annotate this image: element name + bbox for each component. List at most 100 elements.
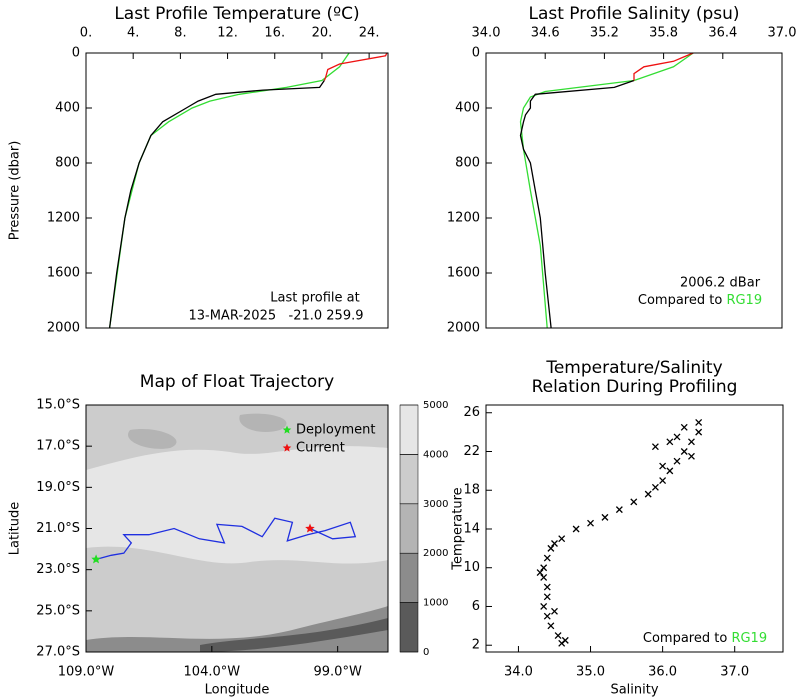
x-tick-label: 99.0°W — [314, 665, 362, 680]
chart-title: Temperature/Salinity — [545, 358, 722, 378]
scatter-point — [536, 569, 544, 577]
scatter-point — [659, 462, 667, 470]
colorbar-tick-label: 0 — [423, 647, 429, 658]
y-tick-label: 2000 — [447, 321, 480, 336]
scatter-point — [651, 443, 659, 451]
trajectory-line — [95, 517, 357, 561]
comparison-text: Compared to — [643, 631, 727, 646]
colorbar-band — [399, 503, 419, 554]
y-tick-label: 26 — [463, 405, 480, 420]
y-tick-label: 1200 — [447, 211, 480, 226]
annotation: 13-MAR-2025 -21.0 259.9 — [188, 309, 363, 324]
x-tick-label: 20. — [312, 26, 333, 41]
colorbar-tick-label: 3000 — [423, 499, 448, 510]
scatter-point — [551, 540, 558, 547]
chart-title: Last Profile Temperature (ºC) — [114, 4, 359, 24]
scatter-point — [687, 438, 695, 446]
comparison-reference: RG19 — [731, 631, 767, 646]
y-tick-label: 0 — [472, 46, 480, 61]
chart-title: Relation During Profiling — [532, 377, 738, 397]
profile-line — [633, 52, 694, 81]
colorbar-tick-label: 1000 — [423, 598, 448, 609]
scatter-point — [695, 428, 703, 436]
comparison-reference: RG19 — [726, 293, 762, 308]
y-tick-label: 18 — [463, 483, 480, 498]
x-tick-label: 34.6 — [531, 26, 560, 41]
x-tick-label: 16. — [264, 26, 285, 41]
plot-frame — [485, 404, 784, 653]
x-tick-label: 35.2 — [590, 26, 619, 41]
y-tick-label: 19.0°S — [36, 480, 80, 495]
profile-line — [108, 80, 325, 329]
colorbar-tick-label: 5000 — [423, 400, 448, 411]
scatter-point — [630, 498, 638, 506]
y-tick-label: 15.0°S — [36, 398, 80, 413]
scatter-point — [695, 418, 703, 426]
y-tick-label: 10 — [463, 560, 480, 575]
y-tick-label: 0 — [72, 46, 80, 61]
x-tick-label: 37.0 — [720, 665, 749, 680]
legend-symbol — [282, 443, 292, 452]
y-tick-label: 400 — [455, 101, 480, 116]
colorbar-band — [399, 602, 419, 653]
comparison-note: Compared to RG19 — [643, 631, 767, 646]
scatter-point — [572, 525, 580, 533]
x-tick-label: 37.0 — [768, 26, 797, 41]
x-axis-label: Longitude — [205, 683, 270, 698]
colorbar-band — [399, 404, 419, 455]
scatter-point — [587, 519, 594, 527]
y-axis-label: Pressure (dbar) — [8, 141, 23, 241]
x-tick-label: 4. — [127, 26, 139, 41]
y-tick-label: 22 — [463, 444, 480, 459]
x-tick-label: 0. — [80, 26, 92, 41]
x-tick-label: 35.8 — [649, 26, 678, 41]
scatter-point — [680, 423, 688, 431]
scatter-point — [615, 506, 623, 514]
scatter-point — [687, 452, 695, 460]
colorbar-band — [399, 552, 419, 603]
legend-label: Current — [296, 441, 345, 456]
scatter-point — [644, 490, 652, 498]
y-axis-label: Latitude — [8, 502, 23, 556]
scatter-point — [540, 564, 548, 572]
scatter-point — [554, 632, 562, 639]
position-marker — [91, 554, 101, 564]
y-tick-label: 1200 — [47, 211, 80, 226]
scatter-point — [543, 612, 551, 620]
scatter-point — [673, 433, 681, 441]
position-marker — [305, 523, 315, 533]
comparison-text: Compared to — [638, 293, 722, 308]
x-tick-label: 34.0 — [472, 26, 501, 41]
profile-line — [323, 52, 388, 81]
scatter-point — [547, 544, 555, 552]
plot-frame — [85, 52, 389, 329]
y-tick-label: 21.0°S — [36, 521, 80, 536]
scatter-point — [561, 636, 569, 644]
scatter-point — [540, 603, 548, 610]
scatter-point — [666, 438, 674, 446]
chart-title: Last Profile Salinity (psu) — [528, 4, 739, 24]
y-tick-label: 800 — [55, 156, 80, 171]
colorbar-tick-label: 2000 — [423, 548, 448, 559]
comparison-note: Compared to RG19 — [638, 293, 762, 308]
y-tick-label: 1600 — [47, 266, 80, 281]
scatter-point — [673, 457, 681, 465]
profile-line — [519, 79, 635, 329]
x-tick-label: 34.0 — [504, 665, 533, 680]
scatter-point — [666, 467, 674, 475]
y-tick-label: 2 — [472, 638, 480, 653]
y-tick-label: 23.0°S — [36, 562, 80, 577]
scatter-point — [680, 448, 688, 455]
scatter-point — [540, 573, 548, 581]
x-tick-label: 35.0 — [576, 665, 605, 680]
scatter-point — [659, 477, 667, 485]
y-tick-label: 1600 — [447, 266, 480, 281]
scatter-point — [558, 535, 566, 543]
profile-line — [108, 52, 350, 329]
profile-line — [519, 52, 694, 329]
y-tick-label: 800 — [455, 156, 480, 171]
y-tick-label: 27.0°S — [36, 645, 80, 660]
y-tick-label: 17.0°S — [36, 439, 80, 454]
y-tick-label: 25.0°S — [36, 603, 80, 618]
